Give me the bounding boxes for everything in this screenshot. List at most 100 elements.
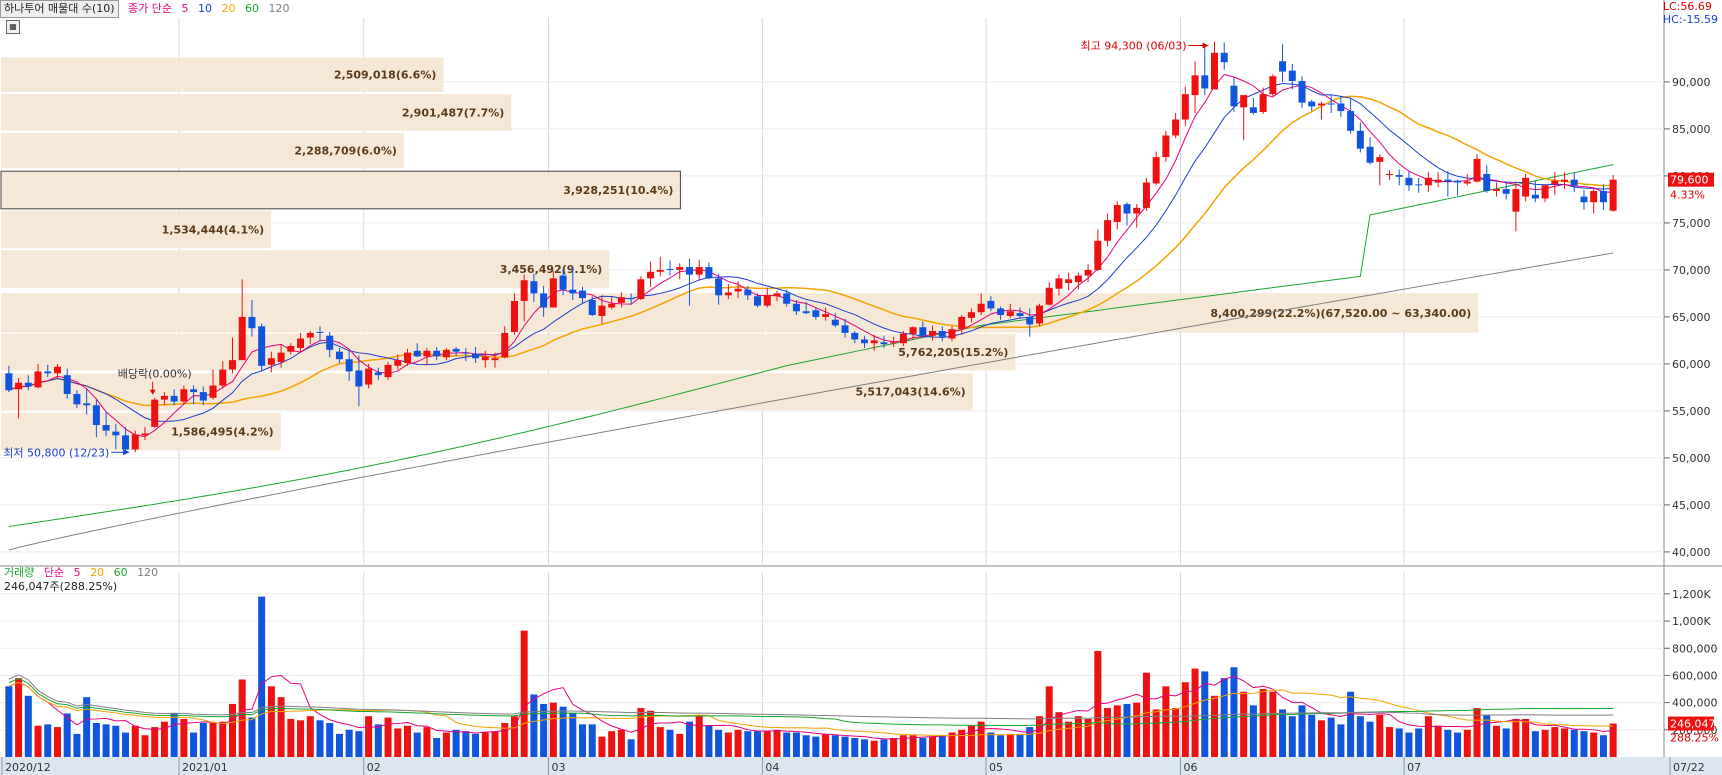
volume-bar xyxy=(715,729,723,757)
volume-bar xyxy=(549,702,557,757)
candle xyxy=(1230,77,1238,112)
volume-bar xyxy=(579,724,587,757)
volume-bar xyxy=(442,732,450,757)
candle-body xyxy=(1317,103,1325,106)
candle-body xyxy=(1201,75,1209,89)
candle-body xyxy=(1259,94,1267,112)
candle-body xyxy=(394,360,402,366)
candle-body xyxy=(695,267,703,275)
candle-body xyxy=(277,352,285,363)
candle-body xyxy=(851,332,859,340)
volume-bar xyxy=(1065,721,1073,757)
volume-bar xyxy=(1172,708,1180,757)
candle xyxy=(890,336,898,347)
volume-bar xyxy=(122,732,130,757)
candle-body xyxy=(1308,101,1316,107)
candle xyxy=(1308,99,1316,112)
candle xyxy=(34,363,42,389)
candle-body xyxy=(1570,179,1578,186)
volume-bar xyxy=(1580,731,1588,757)
candle-body xyxy=(34,371,42,388)
volume-bar xyxy=(598,736,606,757)
candle xyxy=(588,296,596,316)
candle xyxy=(909,326,917,340)
candle-body xyxy=(5,373,13,391)
candle xyxy=(151,397,159,428)
candle-body xyxy=(656,269,664,272)
volume-bar xyxy=(1512,718,1520,757)
volume-profile-bar xyxy=(1,210,272,249)
candle-body xyxy=(1337,103,1345,112)
candle xyxy=(744,285,752,300)
chart-title[interactable]: 하나투어 매물대 수(10) xyxy=(0,0,119,18)
candle-body xyxy=(588,299,596,316)
candle-body xyxy=(773,293,781,297)
volume-bar xyxy=(160,721,168,757)
volume-bar xyxy=(1016,733,1024,757)
volume-bar xyxy=(1298,705,1306,757)
volume-bar xyxy=(1327,717,1335,757)
volume-bar xyxy=(510,716,518,757)
x-tick-label: 2021/01 xyxy=(182,761,228,774)
volume-bar xyxy=(559,706,567,757)
volume-bar xyxy=(802,735,810,757)
candle xyxy=(870,334,878,351)
volume-bar xyxy=(1590,732,1598,757)
candle-body xyxy=(1074,275,1082,283)
volume-bar xyxy=(676,733,684,757)
candle-body xyxy=(44,371,52,374)
candle xyxy=(647,261,655,287)
volume-bar xyxy=(151,727,159,757)
hc-value: HC:-15.59 xyxy=(1662,13,1718,26)
volume-bar xyxy=(530,694,538,757)
candle-body xyxy=(1279,61,1287,72)
candle xyxy=(1512,181,1520,232)
volume-profile-label: 3,456,492(9.1%) xyxy=(500,263,603,276)
candle xyxy=(715,273,723,305)
volume-bar xyxy=(1551,727,1559,757)
volume-bar xyxy=(1230,667,1238,757)
y-tick-label: 55,000 xyxy=(1672,405,1711,418)
candle xyxy=(238,279,246,361)
volume-bar xyxy=(967,725,975,757)
volume-bar xyxy=(1609,723,1617,757)
candle-body xyxy=(53,366,61,374)
volume-bar xyxy=(1123,703,1131,757)
candle xyxy=(15,378,23,419)
y-tick-label: 65,000 xyxy=(1672,311,1711,324)
candle xyxy=(131,430,139,453)
candle-body xyxy=(1220,52,1228,63)
candle-body xyxy=(481,356,489,361)
volume-bar xyxy=(131,725,139,757)
volume-bar xyxy=(1415,728,1423,757)
volume-bar xyxy=(102,724,110,757)
candle xyxy=(394,354,402,370)
volume-profile-label: 3,928,251(10.4%) xyxy=(563,184,673,197)
candle-body xyxy=(112,431,120,436)
candle-body xyxy=(287,346,295,352)
volume-bar xyxy=(608,731,616,757)
candle xyxy=(190,385,198,405)
grid-table-icon[interactable]: ▦ xyxy=(6,20,20,34)
volume-bar xyxy=(1084,718,1092,757)
candle-body xyxy=(1395,174,1403,177)
candle xyxy=(520,274,528,322)
candle-body xyxy=(559,275,567,290)
candle-body xyxy=(345,359,353,372)
candle xyxy=(24,375,32,391)
candle-body xyxy=(783,293,791,304)
candle-body xyxy=(122,435,130,450)
volume-bar xyxy=(1386,727,1394,757)
candle-body xyxy=(1152,157,1160,184)
candle-body xyxy=(1035,305,1043,324)
low-arrow-head xyxy=(123,449,130,456)
candle-body xyxy=(170,395,178,402)
candle xyxy=(559,268,567,296)
volume-bar xyxy=(773,729,781,757)
candle xyxy=(219,361,227,389)
candle-body xyxy=(462,352,470,354)
candle xyxy=(530,273,538,302)
volume-bar xyxy=(1191,668,1199,757)
candle-body xyxy=(1434,179,1442,183)
